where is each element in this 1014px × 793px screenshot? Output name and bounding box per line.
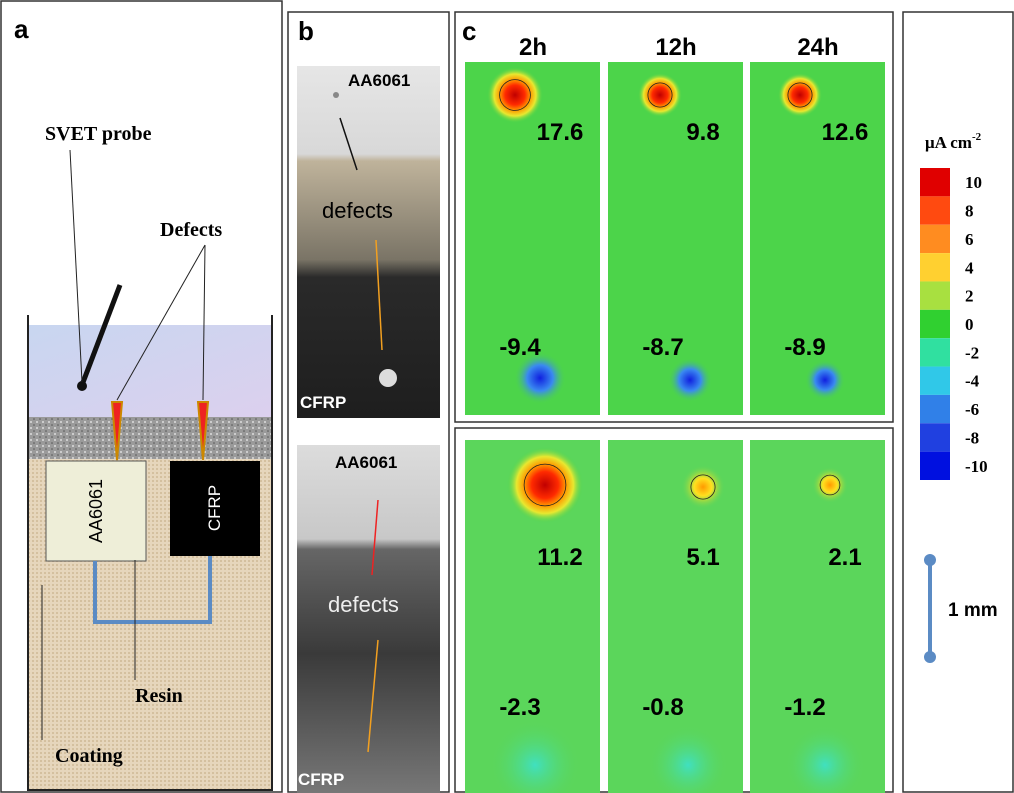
- hotspot: [812, 467, 848, 503]
- colorbar-block: [920, 225, 950, 253]
- label: AA6061: [86, 479, 106, 543]
- cathodic-value: -0.8: [642, 694, 683, 721]
- label: AA6061: [335, 453, 397, 472]
- unit-exponent: -2: [972, 131, 982, 143]
- colorbar-label: -10: [965, 457, 988, 476]
- colorbar-label: -8: [965, 428, 979, 447]
- scale-bar: [924, 554, 936, 663]
- colorbar-label: 6: [965, 230, 974, 249]
- colorbar-label: 4: [965, 258, 974, 277]
- anodic-value: 12.6: [822, 119, 869, 146]
- maps: 17.6 -9.4 9.8 -8.7 12.6 -8.9 11.2 -2.3 5.1 -0.8 2.…: [465, 34, 885, 793]
- label: Defects: [160, 219, 222, 241]
- hotspot: [638, 73, 682, 117]
- map: [608, 62, 743, 415]
- panel-label: a: [14, 14, 29, 44]
- colorbar-block: [920, 168, 950, 196]
- colorbar-block: [920, 367, 950, 395]
- unit: μA cm-2: [925, 131, 982, 152]
- colorbar-label: 8: [965, 202, 974, 221]
- coldspot: [668, 358, 712, 402]
- label: Coating: [55, 745, 123, 767]
- hotspot: [778, 73, 822, 117]
- label: CFRP: [300, 393, 346, 412]
- colorbar-label: -6: [965, 400, 979, 419]
- time-header: 2h: [519, 34, 547, 61]
- label: AA6061: [348, 71, 410, 90]
- label: Resin: [135, 685, 183, 707]
- unit-text: μA cm: [925, 133, 972, 152]
- colorbar: 10 8 6 4 2 0 -2 -4 -6 -8 -10: [920, 168, 988, 480]
- anodic-value: 2.1: [828, 544, 861, 571]
- time-header: 24h: [797, 34, 838, 61]
- cathodic-value: -8.7: [642, 334, 683, 361]
- coldspot: [805, 360, 845, 400]
- colorbar-label: 10: [965, 173, 982, 192]
- colorbar-label: -4: [965, 372, 980, 391]
- hotspot: [507, 447, 583, 523]
- colorbar-block: [920, 338, 950, 366]
- anodic-value: 17.6: [537, 119, 584, 146]
- label: SVET probe: [45, 123, 152, 145]
- anodic-value: 9.8: [686, 119, 719, 146]
- panel-label: c: [462, 16, 476, 46]
- anodic-value: 5.1: [686, 544, 719, 571]
- label: defects: [328, 592, 399, 617]
- label: CFRP: [205, 485, 224, 531]
- defect: [333, 92, 339, 98]
- hotspot: [681, 465, 725, 509]
- panel-label: b: [298, 16, 314, 46]
- colorbar-block: [920, 310, 950, 338]
- label: defects: [322, 198, 393, 223]
- colorbar-block: [920, 452, 950, 480]
- cathodic-value: -1.2: [784, 694, 825, 721]
- scale-label: 1 mm: [948, 600, 998, 621]
- colorbar-block: [920, 395, 950, 423]
- label: CFRP: [298, 770, 344, 789]
- colorbar-label: -2: [965, 343, 979, 362]
- colorbar-block: [920, 253, 950, 281]
- defect: [379, 369, 397, 387]
- colorbar-label: 0: [965, 315, 974, 334]
- cathodic-value: -8.9: [784, 334, 825, 361]
- cathodic-value: -2.3: [499, 694, 540, 721]
- photo: [297, 66, 440, 418]
- colorbar-block: [920, 423, 950, 451]
- hotspot: [487, 67, 543, 123]
- anodic-value: 11.2: [537, 544, 582, 571]
- colorbar-block: [920, 281, 950, 309]
- colorbar-label: 2: [965, 287, 974, 306]
- colorbar-block: [920, 196, 950, 224]
- figure: a SVET probe Defects AA6061 CFRP Resin C…: [0, 0, 1014, 793]
- time-header: 12h: [655, 34, 696, 61]
- cathodic-value: -9.4: [499, 334, 541, 361]
